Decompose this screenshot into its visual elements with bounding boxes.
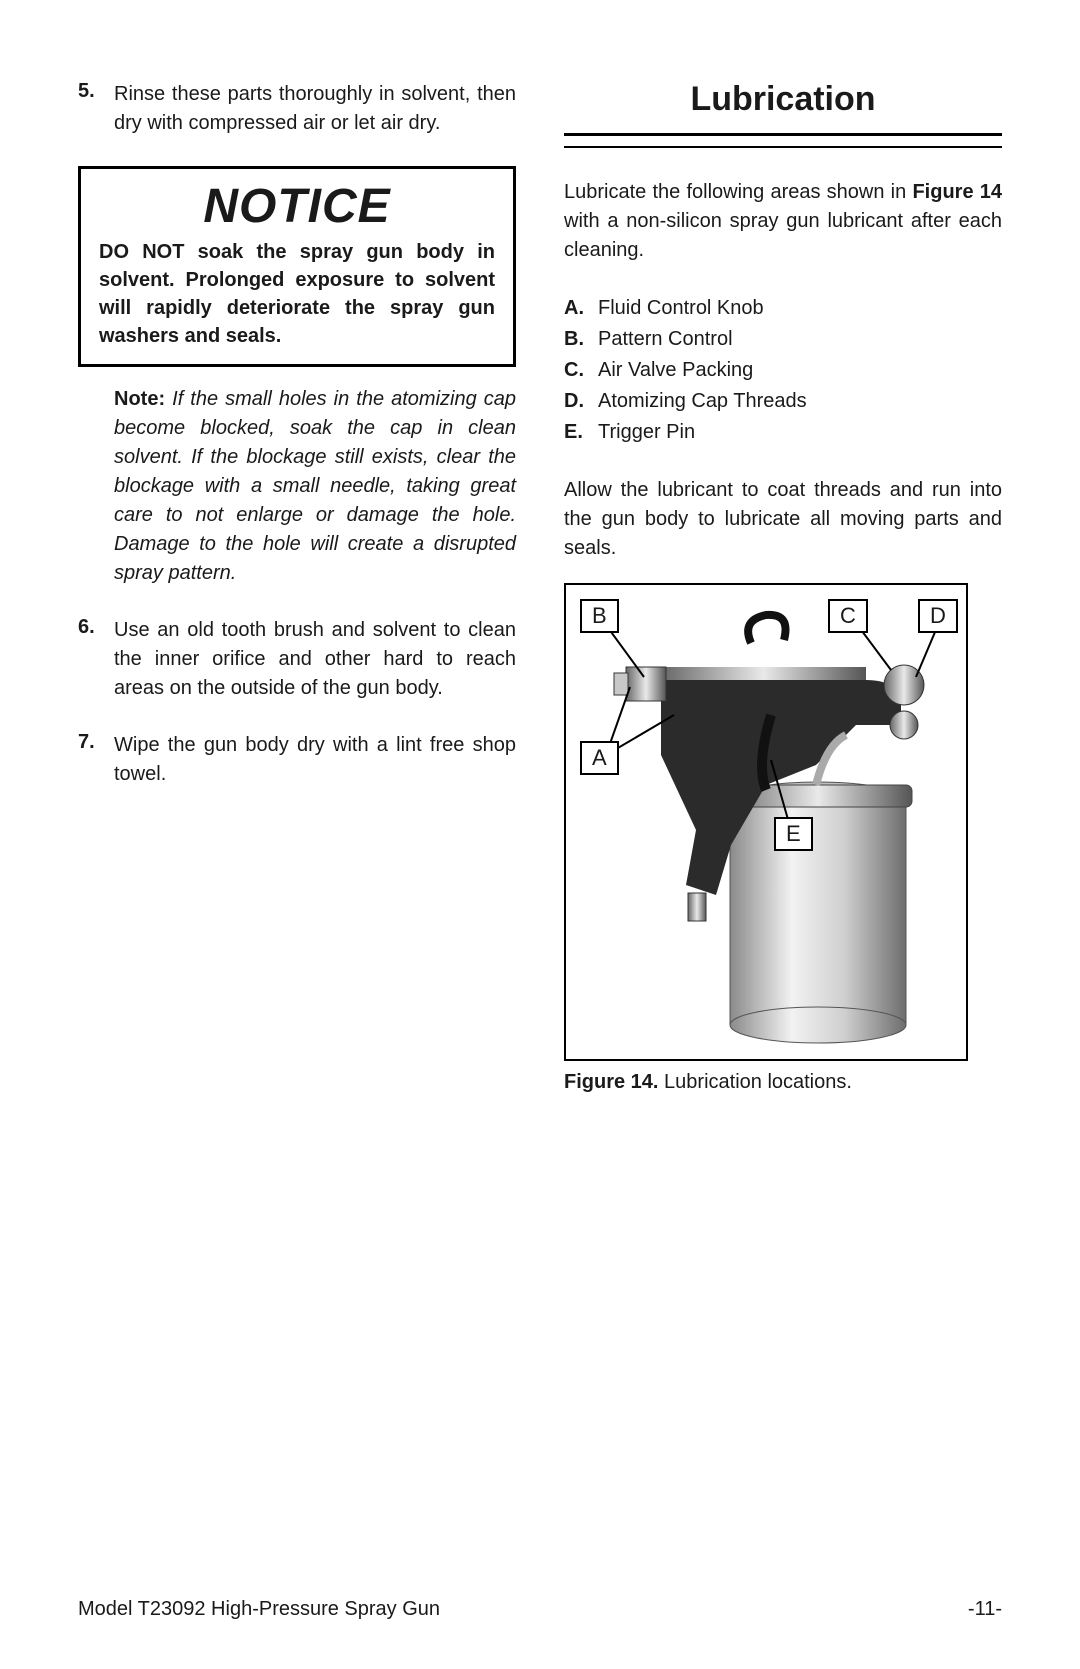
lubrication-point-list: A.Fluid Control Knob B.Pattern Control C… (564, 293, 1002, 448)
intro-text-a: Lubricate the following areas shown in (564, 181, 912, 203)
figure-caption: Figure 14. Lubrication locations. (564, 1071, 1002, 1094)
step-7: 7. Wipe the gun body dry with a lint fre… (78, 731, 516, 789)
footer-page-number: -11- (968, 1598, 1002, 1621)
callout-a: A (580, 741, 619, 775)
callout-e: E (774, 817, 813, 851)
callout-c: C (828, 599, 868, 633)
note-lead: Note: (114, 388, 165, 410)
item-letter: B. (564, 324, 598, 355)
page-footer: Model T23092 High-Pressure Spray Gun -11… (78, 1598, 1002, 1621)
figure-14-box: B C D A E (564, 583, 968, 1061)
item-text: Atomizing Cap Threads (598, 386, 807, 417)
note-block: Note: If the small holes in the atomizin… (114, 385, 516, 588)
notice-body: DO NOT soak the spray gun body in solven… (99, 238, 495, 350)
item-letter: A. (564, 293, 598, 324)
left-column: 5. Rinse these parts thoroughly in solve… (78, 80, 516, 1094)
step-text: Rinse these parts thoroughly in solvent,… (114, 80, 516, 138)
note-body: If the small holes in the atomizing cap … (114, 388, 516, 584)
section-rule (564, 146, 1002, 148)
notice-box: NOTICE DO NOT soak the spray gun body in… (78, 166, 516, 367)
item-text: Trigger Pin (598, 417, 695, 448)
caption-rest: Lubrication locations. (658, 1071, 851, 1093)
list-item: D.Atomizing Cap Threads (564, 386, 1002, 417)
section-heading: Lubrication (564, 80, 1002, 136)
intro-text-c: with a non-silicon spray gun lubricant a… (564, 210, 1002, 261)
step-text: Use an old tooth brush and solvent to cl… (114, 616, 516, 703)
footer-model: Model T23092 High-Pressure Spray Gun (78, 1598, 440, 1621)
right-column: Lubrication Lubricate the following area… (564, 80, 1002, 1094)
item-text: Pattern Control (598, 324, 733, 355)
step-number: 7. (78, 731, 114, 789)
intro-paragraph: Lubricate the following areas shown in F… (564, 178, 1002, 265)
step-number: 5. (78, 80, 114, 138)
list-item: A.Fluid Control Knob (564, 293, 1002, 324)
step-6: 6. Use an old tooth brush and solvent to… (78, 616, 516, 703)
list-item: C.Air Valve Packing (564, 355, 1002, 386)
item-letter: C. (564, 355, 598, 386)
two-column-layout: 5. Rinse these parts thoroughly in solve… (78, 80, 1002, 1094)
spray-gun-illustration (566, 585, 970, 1063)
callout-d: D (918, 599, 958, 633)
item-text: Fluid Control Knob (598, 293, 764, 324)
item-letter: D. (564, 386, 598, 417)
callout-b: B (580, 599, 619, 633)
notice-title: NOTICE (99, 179, 495, 234)
step-number: 6. (78, 616, 114, 703)
list-item: E.Trigger Pin (564, 417, 1002, 448)
item-text: Air Valve Packing (598, 355, 753, 386)
caption-lead: Figure 14. (564, 1071, 658, 1093)
intro-figure-ref: Figure 14 (912, 181, 1002, 203)
step-text: Wipe the gun body dry with a lint free s… (114, 731, 516, 789)
closing-paragraph: Allow the lubricant to coat threads and … (564, 476, 1002, 563)
item-letter: E. (564, 417, 598, 448)
list-item: B.Pattern Control (564, 324, 1002, 355)
step-5: 5. Rinse these parts thoroughly in solve… (78, 80, 516, 138)
